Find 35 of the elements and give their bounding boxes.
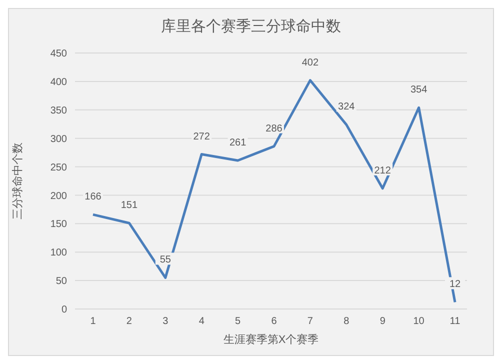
data-label: 261: [229, 138, 247, 149]
y-tick-label: 200: [50, 190, 68, 202]
data-label: 212: [374, 165, 392, 176]
y-tick-label: 100: [50, 248, 68, 259]
y-tick-label: 400: [50, 76, 68, 88]
data-label: 272: [193, 131, 210, 142]
y-tick-label: 0: [61, 304, 68, 316]
x-tick-label: 3: [162, 316, 169, 328]
x-tick-label: 2: [126, 316, 132, 328]
y-axis-title: 三分球命中个数: [10, 142, 24, 220]
x-tick-label: 7: [307, 316, 314, 328]
x-tick-label: 5: [235, 316, 242, 328]
data-label: 402: [302, 57, 319, 68]
y-tick-label: 50: [56, 276, 68, 288]
data-label: 55: [160, 254, 172, 266]
data-label: 286: [266, 123, 283, 134]
data-label: 166: [84, 192, 102, 203]
x-tick-label: 8: [344, 316, 350, 328]
data-label: 151: [120, 200, 138, 212]
x-tick-label: 10: [413, 316, 425, 328]
x-tick-label: 4: [198, 316, 205, 328]
x-tick-label: 6: [271, 316, 278, 328]
x-tick-label: 1: [90, 316, 96, 328]
data-label: 324: [338, 102, 356, 113]
y-tick-label: 150: [50, 219, 68, 230]
x-tick-label: 11: [450, 316, 461, 328]
y-tick-label: 250: [50, 162, 68, 174]
x-tick-label: 9: [380, 316, 386, 328]
y-tick-label: 450: [50, 48, 68, 60]
data-label: 12: [449, 279, 461, 290]
x-axis-title: 生涯赛季第X个赛季: [223, 333, 319, 346]
y-tick-label: 350: [50, 105, 68, 116]
data-label: 354: [410, 84, 428, 96]
chart-title: 库里各个赛季三分球命中数: [160, 17, 342, 37]
y-tick-label: 300: [50, 134, 68, 145]
